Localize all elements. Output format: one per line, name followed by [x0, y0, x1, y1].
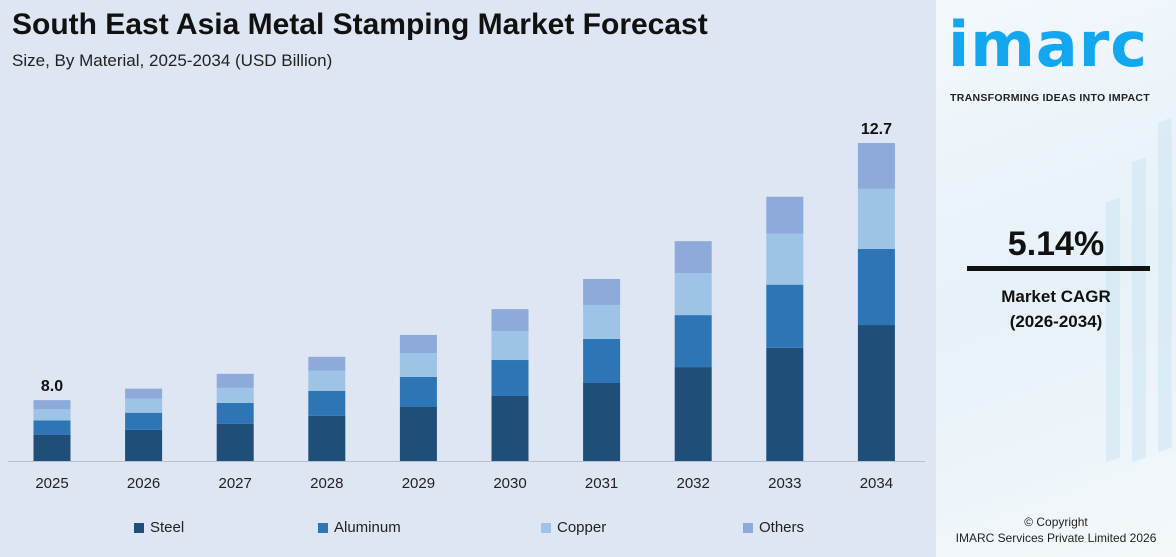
brand-panel: imarc TRANSFORMING IDEAS INTO IMPACT 5.1…: [936, 0, 1176, 557]
legend-label: Others: [759, 519, 805, 536]
bar-segment-steel-2029: [399, 406, 437, 461]
bar-segment-others-2032: [674, 241, 712, 274]
stacked-bar-chart: 2025 8.0 2026 2027 2028 2029 2030 2031 2032 2033 2…: [8, 121, 925, 492]
bar-segment-copper-2025: [33, 409, 71, 421]
bar-segment-copper-2026: [125, 398, 163, 413]
bar-segment-others-2027: [216, 373, 254, 388]
bar-segment-steel-2033: [766, 347, 804, 461]
cagr-label: Market CAGR (2026-2034): [936, 284, 1176, 334]
legend: Steel Aluminum Copper Others: [0, 519, 936, 539]
bar-segment-others-2025: [33, 400, 71, 410]
bar-segment-steel-2026: [125, 429, 163, 461]
legend-label: Steel: [150, 519, 185, 536]
bar-segment-aluminum-2032: [674, 315, 712, 368]
x-tick-label: 2029: [402, 475, 435, 492]
bar-segment-aluminum-2034: [857, 248, 895, 326]
x-tick-label: 2033: [768, 475, 801, 492]
cagr-period: (2026-2034): [1009, 312, 1103, 331]
logo-tagline: TRANSFORMING IDEAS INTO IMPACT: [950, 92, 1150, 104]
divider: [967, 266, 1150, 271]
bar-segment-aluminum-2028: [308, 390, 346, 416]
bar-segment-steel-2034: [857, 325, 895, 461]
bar-segment-others-2029: [399, 334, 437, 353]
bar-segment-others-2030: [491, 309, 529, 331]
bar-segment-others-2033: [766, 196, 804, 234]
bar-segment-steel-2025: [33, 434, 71, 461]
copyright-label: © Copyright: [1024, 515, 1088, 529]
bar-segment-others-2026: [125, 388, 163, 399]
legend-swatch: [743, 522, 753, 533]
imarc-logo: imarc: [948, 8, 1149, 81]
x-tick-label: 2031: [585, 475, 618, 492]
bar-segment-others-2031: [583, 278, 621, 305]
data-label: 8.0: [41, 378, 63, 395]
legend-label: Aluminum: [334, 519, 401, 536]
bar-segment-others-2028: [308, 356, 346, 371]
bar-segment-aluminum-2025: [33, 420, 71, 435]
bar-segment-steel-2032: [674, 367, 712, 461]
legend-swatch: [134, 522, 144, 533]
copyright-company: IMARC Services Private Limited 2026: [955, 531, 1157, 545]
bar-segment-aluminum-2031: [583, 338, 621, 383]
legend-label: Copper: [557, 519, 607, 536]
data-label: 12.7: [861, 121, 892, 138]
legend-swatch: [541, 522, 551, 533]
legend-item-copper: Copper: [541, 519, 606, 536]
x-tick-label: 2032: [677, 475, 710, 492]
bar-segment-copper-2033: [766, 233, 804, 285]
bar-segment-steel-2028: [308, 415, 346, 461]
bar-segment-copper-2030: [491, 330, 529, 361]
legend-item-aluminum: Aluminum: [318, 519, 401, 536]
chart-subtitle: Size, By Material, 2025-2034 (USD Billio…: [12, 51, 333, 70]
bar-segment-aluminum-2027: [216, 402, 254, 424]
x-tick-label: 2026: [127, 475, 160, 492]
x-tick-label: 2025: [35, 475, 68, 492]
chart-panel: South East Asia Metal Stamping Market Fo…: [0, 8, 936, 539]
bar-segment-steel-2027: [216, 423, 254, 461]
bar-segment-copper-2029: [399, 352, 437, 377]
bar-segment-copper-2028: [308, 370, 346, 391]
bar-segment-aluminum-2029: [399, 376, 437, 407]
x-tick-label: 2030: [493, 475, 526, 492]
bar-segment-copper-2032: [674, 273, 712, 316]
bar-segment-aluminum-2030: [491, 360, 529, 396]
bar-segment-copper-2031: [583, 304, 621, 339]
page-title: South East Asia Metal Stamping Market Fo…: [12, 8, 708, 41]
bar-segment-aluminum-2033: [766, 284, 804, 348]
copyright: © Copyright IMARC Services Private Limit…: [936, 514, 1176, 546]
bar-segment-others-2034: [857, 143, 895, 189]
bar-segment-copper-2027: [216, 387, 254, 403]
bar-segment-aluminum-2026: [125, 412, 163, 430]
x-tick-label: 2027: [219, 475, 252, 492]
cagr-label-text: Market CAGR: [1001, 287, 1111, 306]
x-tick-label: 2028: [310, 475, 343, 492]
bar-segment-copper-2034: [857, 188, 895, 249]
bar-segment-steel-2030: [491, 395, 529, 461]
legend-item-others: Others: [743, 519, 804, 536]
x-tick-label: 2034: [860, 475, 893, 492]
legend-item-steel: Steel: [134, 519, 184, 536]
legend-swatch: [318, 522, 328, 533]
cagr-value: 5.14%: [1007, 225, 1105, 263]
bar-segment-steel-2031: [583, 382, 621, 461]
